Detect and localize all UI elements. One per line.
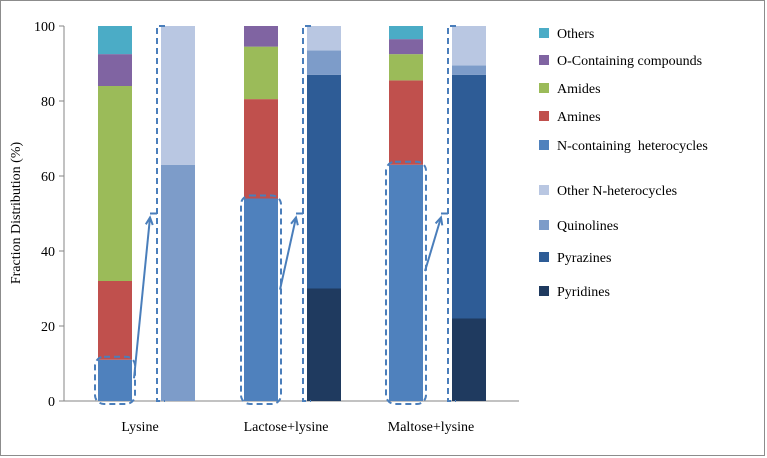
bar-n-breakdown-maltose-lysine-pyrazines [452,74,486,319]
bar-n-breakdown-lactose-lysine-other-n-heterocycles [307,26,341,51]
callout-arrow-maltose-lysine [424,217,442,272]
bar-n-breakdown-lactose-lysine-pyrazines [307,74,341,289]
y-tick-label: 100 [34,20,55,35]
y-axis-label: Fraction Distribution (%) [9,142,24,285]
legend-swatch-amides [539,83,549,93]
legend-label-others: Others [557,27,594,42]
y-tick-label: 0 [48,395,55,410]
bar-n-breakdown-lactose-lysine-pyridines [307,288,341,401]
x-tick-label-lactose-lysine: Lactose+lysine [244,420,329,435]
legend-swatch-n-containing-heterocycles [539,140,549,150]
bar-total-lysine-others [98,26,132,55]
bar-total-lactose-lysine-amides [244,46,278,100]
legend-swatch-quinolines [539,220,549,230]
bars [98,26,486,401]
bar-n-breakdown-lysine-other-n-heterocycles [161,26,195,165]
callout-ring-maltose-lysine [385,160,427,405]
bar-total-lysine-o-containing-compounds [98,54,132,86]
bar-n-breakdown-maltose-lysine-quinolines [452,65,486,75]
x-tick-label-lysine: Lysine [121,420,158,435]
y-tick-label: 20 [41,320,55,335]
callouts [94,25,456,405]
legend-swatch-other-n-heterocycles [539,185,549,195]
x-tick-labels: Lysine Lactose+lysine Maltose+lysine [121,420,474,435]
callout-arrowhead-lysine [144,215,154,226]
bar-n-breakdown-maltose-lysine-other-n-heterocycles [452,26,486,66]
bar-total-maltose-lysine-amines [389,80,423,165]
bar-total-lactose-lysine-amines [244,99,278,199]
legend-swatch-others [539,28,549,38]
legend: Others O-Containing compounds Amides Amines… [539,27,708,300]
legend-label-amines: Amines [557,110,601,125]
bar-n-breakdown-maltose-lysine-pyridines [452,318,486,401]
callout-arrow-lactose-lysine [279,217,297,290]
legend-swatch-o-containing-compounds [539,55,549,65]
legend-label-amides: Amides [557,82,601,97]
y-tick-label: 80 [41,95,55,110]
bar-total-lysine-amides [98,86,132,281]
bar-n-breakdown-lysine-quinolines [161,164,195,401]
y-tick-label: 60 [41,170,55,185]
legend-swatch-amines [539,111,549,121]
callout-arrowhead-lactose-lysine [290,215,299,226]
x-tick-label-maltose-lysine: Maltose+lysine [388,420,474,435]
bar-total-lysine-amines [98,281,132,360]
bar-n-breakdown-lactose-lysine-quinolines [307,50,341,75]
bar-total-lactose-lysine-o-containing-compounds [244,26,278,47]
legend-swatch-pyridines [539,286,549,296]
axes [63,26,519,402]
legend-label-pyrazines: Pyrazines [557,251,611,266]
legend-label-n-containing-heterocycles: N-containing heterocycles [557,139,708,154]
legend-label-pyridines: Pyridines [557,285,610,300]
legend-label-o-containing-compounds: O-Containing compounds [557,54,702,69]
bar-total-lysine-n-containing-heterocycles [98,359,132,401]
y-tick-labels: 0 20 40 60 80 100 [34,20,64,410]
bar-total-maltose-lysine-amides [389,54,423,81]
bar-total-maltose-lysine-o-containing-compounds [389,39,423,55]
bar-total-lactose-lysine-n-containing-heterocycles [244,198,278,401]
legend-label-other-n-heterocycles: Other N-heterocycles [557,184,677,199]
callout-ring-lactose-lysine [240,194,282,405]
callout-ring-lysine [94,355,136,405]
callout-arrowhead-maltose-lysine [434,215,444,226]
y-tick-label: 40 [41,245,55,260]
legend-label-quinolines: Quinolines [557,219,618,234]
bar-total-maltose-lysine-others [389,26,423,40]
legend-swatch-pyrazines [539,252,549,262]
callout-arrow-lysine [133,217,151,379]
bar-total-maltose-lysine-n-containing-heterocycles [389,164,423,401]
